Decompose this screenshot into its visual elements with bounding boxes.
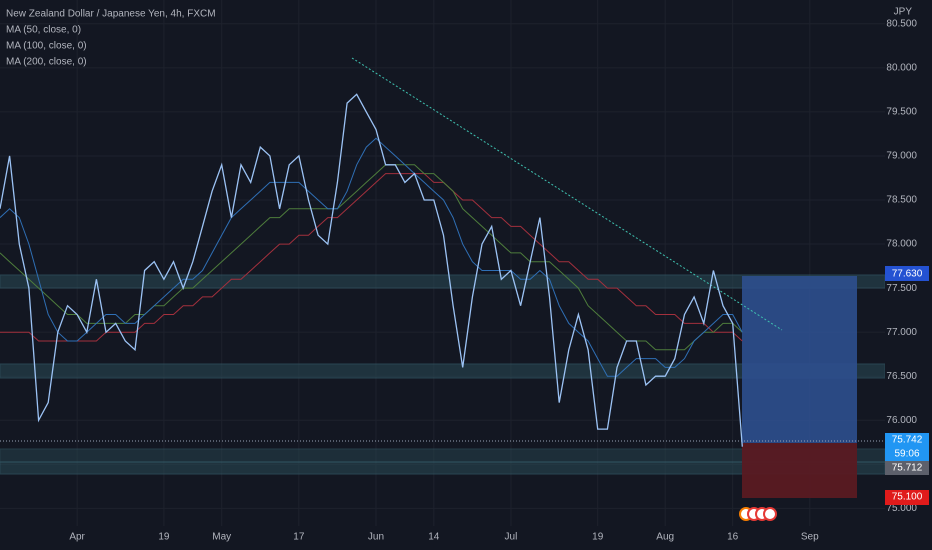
x-tick-label: 17 xyxy=(293,532,305,543)
price-line xyxy=(0,93,743,447)
label-bg xyxy=(885,266,929,281)
x-tick-label: Aug xyxy=(656,532,674,543)
x-tick-label: May xyxy=(212,532,231,543)
legend: MA (50, close, 0) MA (100, close, 0) MA (2… xyxy=(6,25,87,68)
x-tick-label: 14 xyxy=(428,532,440,543)
label-bg xyxy=(885,461,929,475)
event-icon xyxy=(763,507,777,521)
y-tick-label: 79.000 xyxy=(886,151,917,162)
price-label: 75.712 xyxy=(892,463,923,474)
plot xyxy=(0,93,743,447)
price-label: 75.742 xyxy=(892,435,923,446)
countdown: 59:06 xyxy=(894,449,919,460)
price-labels: 77.630 75.742 59:06 75.712 75.100 xyxy=(885,266,929,505)
price-label: 75.100 xyxy=(892,492,923,503)
y-tick-label: 77.000 xyxy=(886,327,917,338)
x-tick-label: Sep xyxy=(801,532,819,543)
legend-entry: MA (200, close, 0) xyxy=(6,57,87,68)
label-bg xyxy=(885,490,929,505)
label-bg xyxy=(885,433,929,461)
ma-line xyxy=(0,173,743,342)
x-tick-label: 16 xyxy=(727,532,739,543)
ma-line xyxy=(0,164,743,351)
axis: 75.00075.50076.00076.50077.00077.50078.0… xyxy=(69,18,917,542)
y-tick-label: 80.000 xyxy=(886,62,917,73)
y-tick-label: 76.000 xyxy=(886,415,917,426)
y-tick-label: 75.000 xyxy=(886,503,917,514)
x-tick-label: Apr xyxy=(69,532,85,543)
y-tick-label: 78.500 xyxy=(886,195,917,206)
x-tick-label: 19 xyxy=(592,532,604,543)
x-tick-label: 19 xyxy=(158,532,170,543)
legend-entry: MA (50, close, 0) xyxy=(6,25,81,36)
zones xyxy=(0,57,886,498)
y-tick-label: 77.500 xyxy=(886,283,917,294)
price-label: 77.630 xyxy=(892,269,923,280)
y-tick-label: 79.500 xyxy=(886,107,917,118)
ma-line xyxy=(0,137,743,377)
profit-box xyxy=(742,276,857,443)
event-icons xyxy=(739,507,777,521)
x-tick-label: Jun xyxy=(368,532,384,543)
x-tick-label: Jul xyxy=(505,532,518,543)
grid xyxy=(0,0,885,526)
y-tick-label: 76.500 xyxy=(886,371,917,382)
legend-entry: MA (100, close, 0) xyxy=(6,41,87,52)
currency: JPY xyxy=(894,7,913,18)
y-tick-label: 80.500 xyxy=(886,18,917,29)
y-tick-label: 78.000 xyxy=(886,239,917,250)
loss-box xyxy=(742,443,857,498)
chart-title: New Zealand Dollar / Japanese Yen, 4h, F… xyxy=(6,9,216,20)
